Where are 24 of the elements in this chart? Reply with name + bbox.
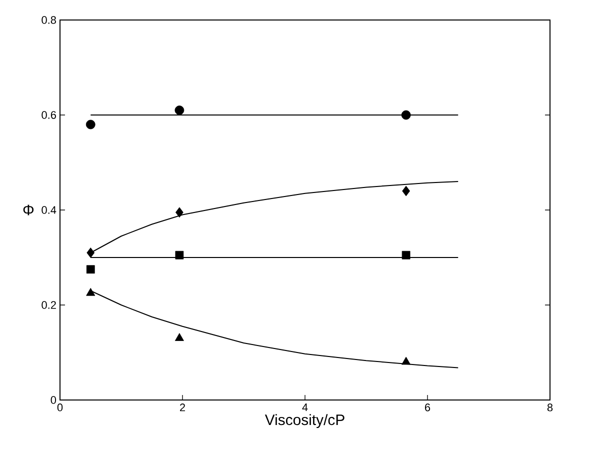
point xyxy=(86,248,95,258)
x-tick-label: 6 xyxy=(425,404,430,412)
y-tick-label: 0 xyxy=(50,396,56,404)
x-axis-title: Viscosity/cP xyxy=(264,414,344,428)
y-tick-label: 0.8 xyxy=(42,16,56,24)
point xyxy=(174,333,184,341)
y-tick-label: 0.4 xyxy=(42,206,56,214)
point xyxy=(402,356,411,365)
point xyxy=(402,250,410,260)
point xyxy=(175,250,184,260)
y-tick-label: 0.6 xyxy=(42,111,56,119)
y-axis-title: Φ xyxy=(23,204,34,216)
point xyxy=(174,106,184,115)
x-tick-label: 4 xyxy=(302,404,308,412)
x-tick-label: 2 xyxy=(180,404,185,412)
point xyxy=(402,186,410,196)
point xyxy=(86,288,96,296)
point xyxy=(86,120,96,130)
point xyxy=(401,110,411,120)
point xyxy=(86,265,95,274)
y-tick-label: 0.2 xyxy=(42,301,56,309)
x-tick-label: 8 xyxy=(547,404,553,412)
point xyxy=(176,207,184,218)
x-tick-label: 0 xyxy=(57,404,63,412)
